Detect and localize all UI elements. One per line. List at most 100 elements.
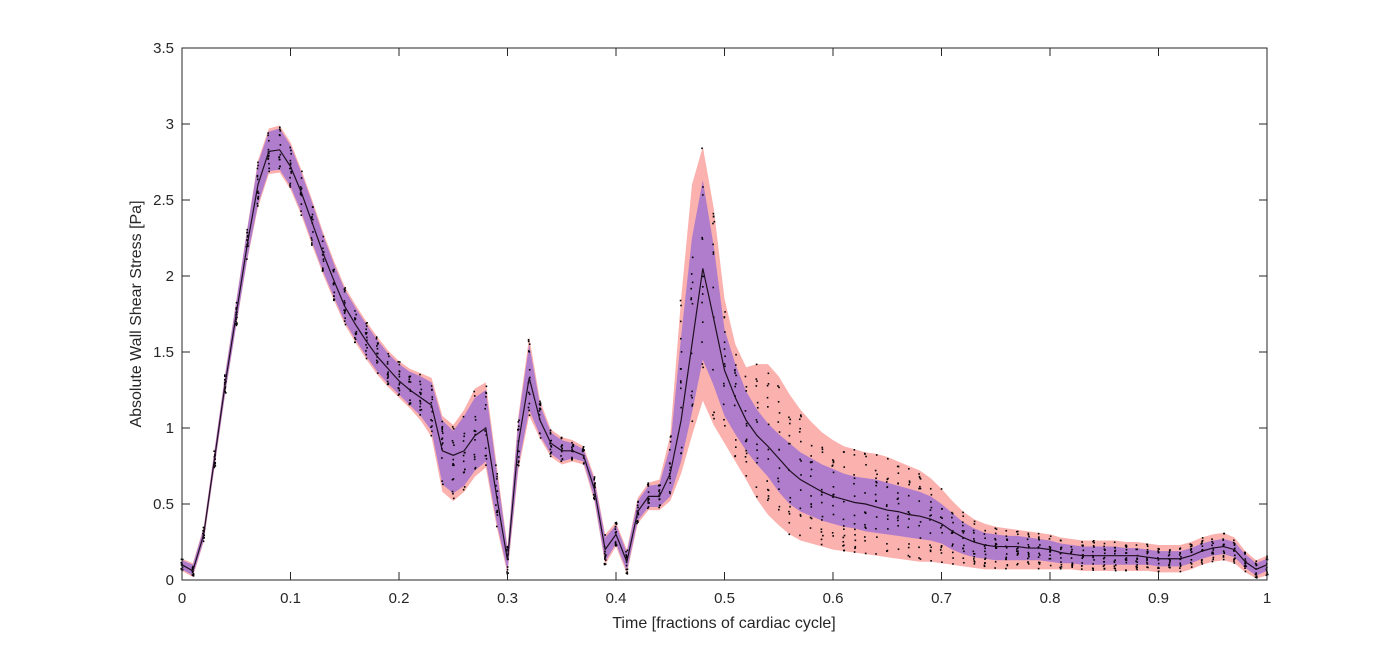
sample-point (312, 218, 314, 221)
sample-point (962, 515, 965, 517)
sample-point (1211, 540, 1213, 543)
sample-point (864, 523, 866, 526)
sample-point (1190, 548, 1193, 550)
sample-point (658, 504, 661, 507)
sample-point (180, 561, 183, 564)
sample-point (1222, 539, 1225, 541)
sample-point (1189, 545, 1192, 548)
x-tick-label: 0.1 (280, 590, 301, 607)
y-tick-label: 0 (166, 572, 174, 589)
sample-point (1255, 572, 1257, 574)
sample-point (473, 430, 476, 432)
sample-point (256, 167, 259, 170)
sample-point (897, 548, 900, 551)
sample-point (344, 289, 346, 292)
sample-point (1114, 552, 1116, 555)
sample-point (419, 373, 421, 376)
sample-point (766, 499, 769, 502)
sample-point (919, 521, 922, 523)
sample-point (441, 438, 443, 441)
sample-point (365, 344, 367, 346)
sample-point (257, 192, 260, 195)
sample-point (1223, 552, 1226, 555)
sample-point (669, 475, 671, 478)
y-axis: 0 0.5 1 1.5 2 2.5 3 3.5 (153, 40, 1267, 589)
sample-point (354, 333, 357, 336)
sample-point (343, 309, 345, 311)
sample-point (1027, 551, 1030, 554)
sample-point (267, 134, 269, 137)
sample-point (214, 458, 216, 460)
sample-point (1114, 546, 1117, 549)
sample-point (1103, 561, 1105, 563)
sample-point (1060, 548, 1062, 551)
sample-point (832, 486, 835, 488)
sample-point (376, 343, 379, 345)
sample-point (647, 500, 649, 502)
sample-point (756, 406, 759, 409)
sample-point (1179, 567, 1181, 569)
sample-point (1093, 546, 1095, 548)
sample-point (593, 485, 596, 487)
sample-point (1157, 566, 1160, 569)
sample-point (1027, 543, 1030, 546)
sample-point (951, 532, 953, 534)
sample-point (453, 444, 455, 446)
sample-point (289, 167, 291, 170)
sample-point (637, 521, 639, 523)
sample-point (669, 492, 671, 495)
sample-point (864, 536, 866, 538)
sample-point (506, 545, 509, 548)
sample-point (581, 450, 584, 453)
sample-point (267, 157, 270, 160)
sample-point (1038, 552, 1040, 555)
sample-point (603, 552, 606, 555)
sample-point (279, 165, 281, 168)
sample-point (972, 529, 975, 532)
sample-point (420, 392, 422, 394)
sample-point (724, 311, 726, 313)
sample-point (626, 571, 629, 573)
sample-point (289, 186, 292, 188)
sample-point (376, 362, 378, 364)
sample-point (896, 498, 899, 500)
sample-point (268, 170, 270, 173)
sample-point (398, 370, 401, 372)
sample-point (289, 184, 291, 187)
sample-point (918, 524, 920, 527)
sample-point (398, 375, 401, 378)
sample-point (310, 217, 313, 220)
sample-point (267, 155, 269, 158)
sample-point (278, 156, 281, 158)
sample-point (756, 443, 758, 446)
sample-point (1254, 562, 1257, 565)
sample-point (538, 403, 541, 405)
sample-point (615, 523, 618, 526)
sample-point (614, 525, 617, 528)
sample-point (625, 556, 628, 559)
sample-point (1211, 560, 1214, 563)
sample-point (431, 410, 434, 413)
y-tick-label: 0.5 (153, 496, 174, 513)
sample-point (658, 484, 660, 487)
sample-point (636, 522, 638, 525)
sample-point (832, 535, 834, 537)
sample-point (496, 473, 499, 475)
sample-point (929, 509, 932, 511)
sample-point (256, 191, 258, 194)
sample-point (690, 298, 692, 301)
sample-point (365, 353, 367, 356)
sample-point (701, 147, 703, 150)
sample-point (864, 511, 867, 514)
sample-point (907, 494, 910, 497)
sample-point (561, 458, 564, 460)
sample-point (1027, 554, 1030, 556)
sample-point (777, 421, 780, 423)
sample-point (506, 566, 509, 568)
sample-point (462, 440, 465, 442)
sample-point (745, 422, 748, 425)
sample-point (1179, 570, 1182, 573)
sample-point (1201, 545, 1204, 547)
x-tick-label: 0.7 (931, 590, 952, 607)
sample-point (236, 322, 238, 324)
